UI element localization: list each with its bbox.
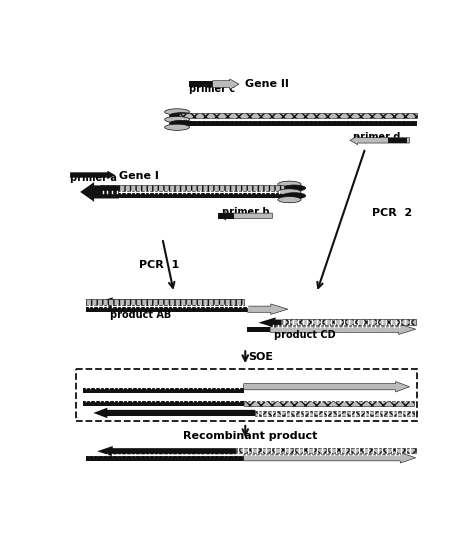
Bar [100,193,284,198]
FancyArrow shape [213,79,239,90]
FancyArrow shape [93,408,255,418]
Bar [388,138,407,143]
Bar [86,307,251,312]
Bar [282,319,416,325]
Bar [179,121,417,126]
Ellipse shape [283,185,306,191]
Bar [76,369,417,421]
Text: PCR  2: PCR 2 [372,208,412,218]
Text: Recombinant product: Recombinant product [183,431,318,441]
Ellipse shape [164,116,190,123]
Bar [82,401,244,407]
Bar [236,448,416,454]
Bar [218,213,234,218]
Ellipse shape [283,193,306,199]
Bar [244,401,414,407]
FancyArrow shape [258,318,282,328]
Text: PCR  1: PCR 1 [139,260,179,270]
FancyArrow shape [80,182,119,202]
Bar [179,113,417,118]
Ellipse shape [169,120,194,127]
FancyArrow shape [244,381,410,392]
Text: primer d: primer d [353,132,401,142]
Bar [86,300,244,305]
Bar [86,456,244,461]
Text: Gene I: Gene I [119,171,159,181]
Bar [247,327,270,333]
FancyArrow shape [247,304,288,314]
Text: product CD: product CD [274,330,336,340]
Text: primer b: primer b [222,207,270,217]
Text: primer c: primer c [190,84,236,94]
Ellipse shape [169,113,194,119]
Bar [82,388,244,393]
Bar [255,410,414,416]
Bar [100,185,284,191]
FancyArrow shape [96,297,244,308]
Ellipse shape [278,197,301,203]
FancyArrow shape [244,452,416,463]
Text: Gene II: Gene II [245,79,289,89]
Ellipse shape [164,124,190,130]
Bar [190,81,217,87]
Text: SOE: SOE [248,352,273,362]
FancyArrow shape [97,446,236,456]
FancyArrow shape [70,171,115,179]
Text: product AB: product AB [109,310,171,320]
Ellipse shape [278,189,301,195]
FancyArrow shape [218,212,273,220]
Ellipse shape [164,109,190,115]
Ellipse shape [278,181,301,187]
FancyArrow shape [350,136,410,144]
FancyArrow shape [270,324,416,334]
Text: primer a: primer a [70,174,117,184]
